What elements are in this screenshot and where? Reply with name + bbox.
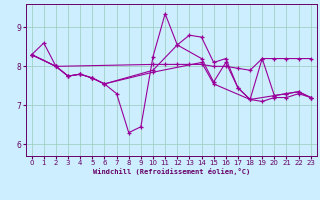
X-axis label: Windchill (Refroidissement éolien,°C): Windchill (Refroidissement éolien,°C) bbox=[92, 168, 250, 175]
